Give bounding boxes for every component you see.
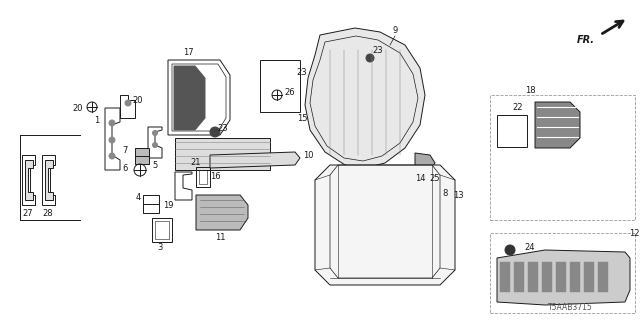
Text: 16: 16: [210, 172, 220, 180]
Bar: [260, 60, 300, 112]
Text: 27: 27: [22, 209, 33, 218]
Circle shape: [505, 245, 515, 255]
Circle shape: [109, 137, 115, 143]
Circle shape: [210, 127, 220, 137]
Text: 26: 26: [285, 87, 295, 97]
Text: 22: 22: [513, 102, 524, 111]
Polygon shape: [45, 160, 53, 200]
Text: 10: 10: [303, 150, 313, 159]
Text: FR.: FR.: [577, 35, 595, 45]
Bar: [155, 221, 169, 239]
Bar: [143, 195, 159, 213]
Text: 5: 5: [152, 161, 157, 170]
Circle shape: [109, 120, 115, 126]
Bar: [152, 218, 172, 242]
Circle shape: [431, 191, 439, 199]
Text: 12: 12: [630, 228, 640, 237]
Bar: [500, 262, 510, 292]
Text: 23: 23: [297, 68, 307, 76]
Text: 24: 24: [525, 244, 535, 252]
Bar: [556, 262, 566, 292]
Bar: [584, 262, 594, 292]
Text: 19: 19: [163, 201, 173, 210]
Text: 13: 13: [452, 190, 463, 199]
Polygon shape: [210, 152, 300, 168]
Text: 23: 23: [372, 45, 383, 54]
Polygon shape: [25, 160, 33, 200]
Text: 7: 7: [122, 146, 128, 155]
Text: 14: 14: [415, 173, 425, 182]
Bar: [490, 95, 635, 220]
Text: 25: 25: [429, 173, 440, 182]
Polygon shape: [305, 28, 425, 168]
Bar: [542, 262, 552, 292]
Polygon shape: [196, 195, 248, 230]
Circle shape: [152, 142, 157, 148]
Polygon shape: [174, 66, 205, 130]
Text: 15: 15: [297, 114, 307, 123]
Bar: [430, 165, 440, 177]
Text: 8: 8: [442, 188, 448, 197]
Bar: [528, 262, 538, 292]
Text: 1: 1: [94, 116, 100, 124]
Bar: [570, 262, 580, 292]
Text: T5AAB3715: T5AAB3715: [548, 303, 593, 313]
Text: 4: 4: [136, 193, 141, 202]
Polygon shape: [315, 165, 455, 285]
Polygon shape: [535, 102, 580, 148]
Bar: [196, 167, 210, 187]
Text: 21: 21: [191, 157, 201, 166]
Polygon shape: [497, 250, 630, 305]
Bar: [514, 262, 524, 292]
Text: 11: 11: [215, 234, 225, 243]
Text: 6: 6: [122, 164, 128, 172]
Text: 17: 17: [182, 47, 193, 57]
Text: 9: 9: [392, 26, 397, 35]
Circle shape: [109, 153, 115, 159]
Bar: [497, 115, 527, 147]
Bar: [490, 233, 635, 313]
Text: 18: 18: [525, 85, 535, 94]
Bar: [199, 170, 207, 184]
Text: 20: 20: [132, 95, 143, 105]
Polygon shape: [415, 153, 435, 170]
Text: 3: 3: [157, 243, 163, 252]
Text: 23: 23: [218, 124, 228, 132]
Circle shape: [366, 54, 374, 62]
Circle shape: [125, 100, 131, 106]
Text: 28: 28: [43, 209, 53, 218]
Bar: [175, 138, 270, 170]
Circle shape: [152, 131, 157, 135]
Text: 20: 20: [73, 103, 83, 113]
Bar: [598, 262, 608, 292]
Bar: [135, 148, 149, 164]
